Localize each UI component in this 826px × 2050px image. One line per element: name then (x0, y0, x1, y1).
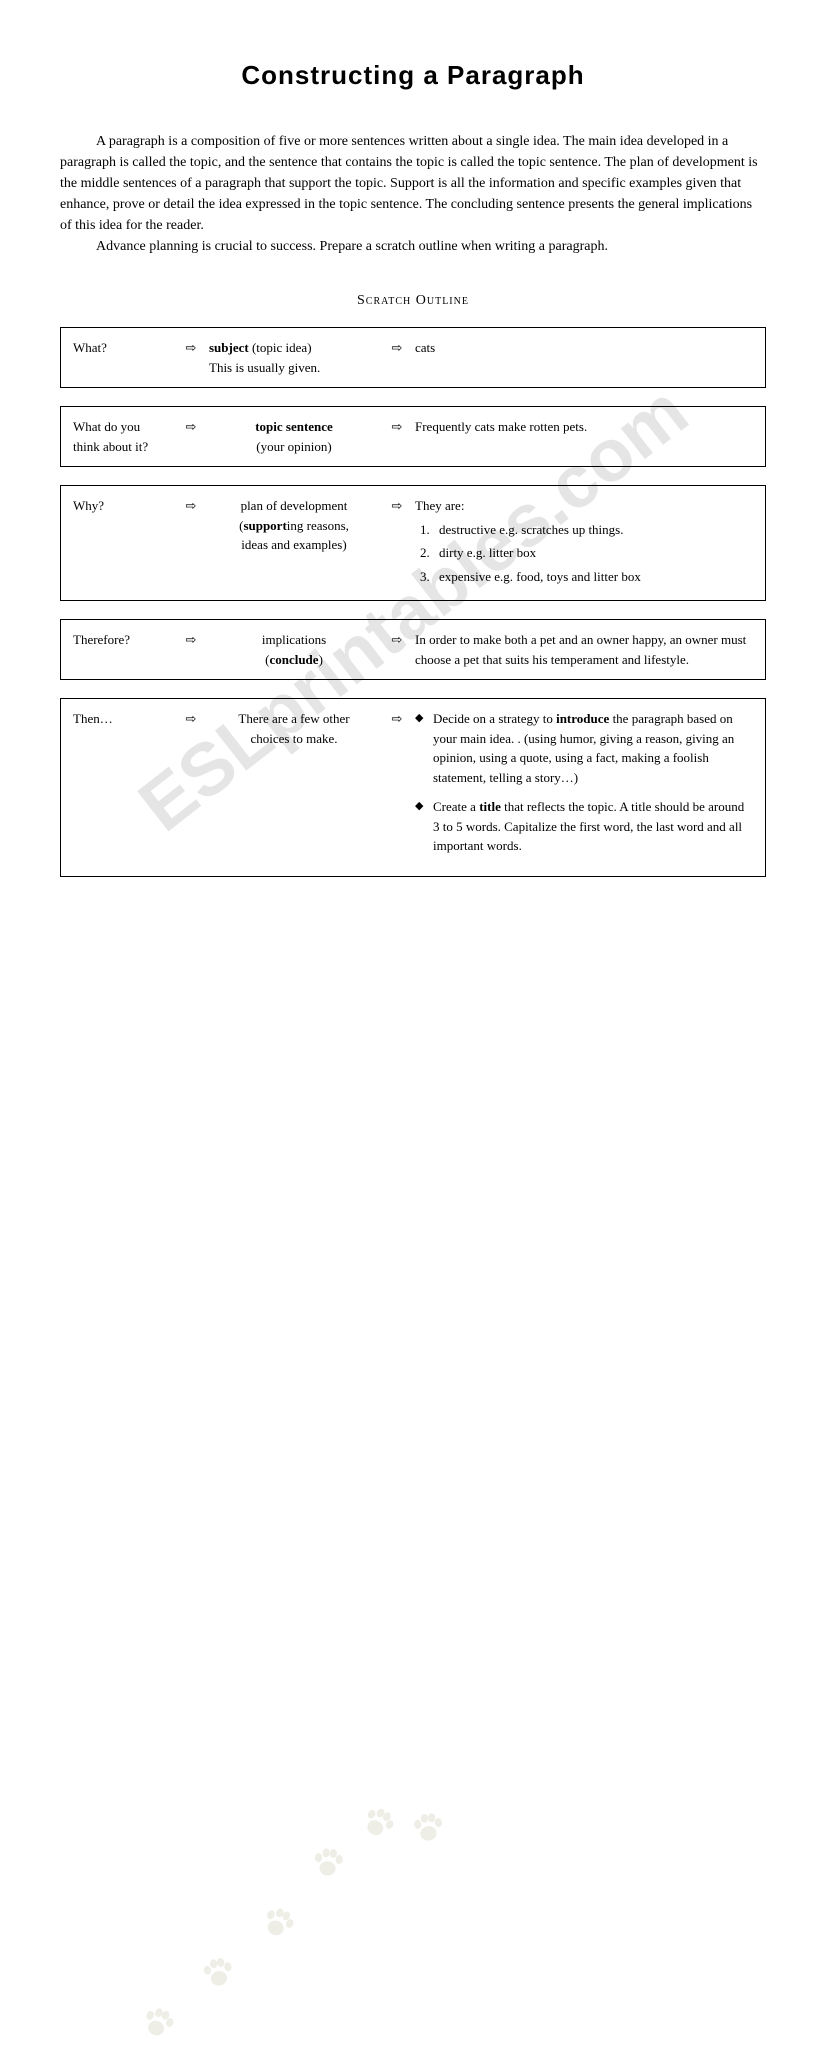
page-title: Constructing a Paragraph (60, 60, 766, 91)
example-cats: cats (415, 338, 753, 358)
choice-1-pre: Decide on a strategy to (433, 711, 556, 726)
mid-topic-sentence: topic sentence (your opinion) (209, 417, 379, 456)
arrow-icon: ⇨ (385, 630, 409, 650)
outline-row-think: What do you think about it? ⇨ topic sent… (60, 406, 766, 467)
label-subject-note: This is usually given. (209, 360, 320, 375)
paw-icon (408, 1808, 447, 1847)
mid-choices: There are a few other choices to make. (209, 709, 379, 748)
label-support-tail: ing reasons, (287, 518, 349, 533)
paw-icon (353, 1798, 402, 1847)
label-conclude: conclude (269, 652, 318, 667)
label-plan-line1: plan of development (241, 498, 348, 513)
arrow-icon: ⇨ (385, 496, 409, 516)
paw-icon (197, 1952, 239, 1994)
reason-item: dirty e.g. litter box (433, 543, 753, 563)
question-therefore: Therefore? (73, 630, 173, 650)
choice-item: Create a title that reflects the topic. … (415, 797, 753, 856)
mid-subject: subject (topic idea) This is usually giv… (209, 338, 379, 377)
choice-1-bold: introduce (556, 711, 609, 726)
label-topic-sentence-note: (your opinion) (256, 439, 331, 454)
choice-2-pre: Create a (433, 799, 479, 814)
intro-paragraph-2: Advance planning is crucial to success. … (60, 236, 766, 257)
reasons-list: destructive e.g. scratches up things. di… (415, 520, 753, 587)
outline-row-then: Then… ⇨ There are a few other choices to… (60, 698, 766, 877)
arrow-icon: ⇨ (179, 417, 203, 437)
example-reasons: They are: destructive e.g. scratches up … (415, 496, 753, 590)
example-choices: Decide on a strategy to introduce the pa… (415, 709, 753, 866)
choice-2-bold: title (479, 799, 501, 814)
intro-paragraph-1: A paragraph is a composition of five or … (60, 131, 766, 236)
label-plan-line3: ideas and examples) (241, 537, 346, 552)
reason-item: destructive e.g. scratches up things. (433, 520, 753, 540)
mid-implications: implications (conclude) (209, 630, 379, 669)
example-conclusion: In order to make both a pet and an owner… (415, 630, 753, 669)
choice-item: Decide on a strategy to introduce the pa… (415, 709, 753, 787)
arrow-icon: ⇨ (385, 417, 409, 437)
question-what: What? (73, 338, 173, 358)
label-implications: implications (262, 632, 326, 647)
label-topic-sentence: topic sentence (255, 419, 333, 434)
paw-icon (308, 1843, 347, 1882)
outline-row-what: What? ⇨ subject (topic idea) This is usu… (60, 327, 766, 388)
arrow-icon: ⇨ (179, 496, 203, 516)
arrow-icon: ⇨ (179, 338, 203, 358)
question-why: Why? (73, 496, 173, 516)
mid-plan: plan of development (supporting reasons,… (209, 496, 379, 555)
question-think-l2: think about it? (73, 439, 148, 454)
section-heading-scratch-outline: Scratch Outline (60, 293, 766, 309)
question-think: What do you think about it? (73, 417, 173, 456)
label-conclude-close: ) (319, 652, 323, 667)
paw-icon (135, 1999, 181, 2045)
arrow-icon: ⇨ (385, 338, 409, 358)
paw-icon (254, 1899, 302, 1947)
label-support: support (243, 518, 286, 533)
label-subject: subject (209, 340, 249, 355)
outline-row-why: Why? ⇨ plan of development (supporting r… (60, 485, 766, 601)
arrow-icon: ⇨ (385, 709, 409, 729)
label-subject-tail: (topic idea) (249, 340, 312, 355)
label-choices-l2: choices to make. (251, 731, 338, 746)
label-choices-l1: There are a few other (238, 711, 349, 726)
question-think-l1: What do you (73, 419, 140, 434)
reasons-lead: They are: (415, 498, 464, 513)
choices-list: Decide on a strategy to introduce the pa… (415, 709, 753, 856)
reason-item: expensive e.g. food, toys and litter box (433, 567, 753, 587)
arrow-icon: ⇨ (179, 630, 203, 650)
arrow-icon: ⇨ (179, 709, 203, 729)
intro-block: A paragraph is a composition of five or … (60, 131, 766, 257)
example-topic-sentence: Frequently cats make rotten pets. (415, 417, 753, 437)
question-then: Then… (73, 709, 173, 729)
outline-row-therefore: Therefore? ⇨ implications (conclude) ⇨ I… (60, 619, 766, 680)
